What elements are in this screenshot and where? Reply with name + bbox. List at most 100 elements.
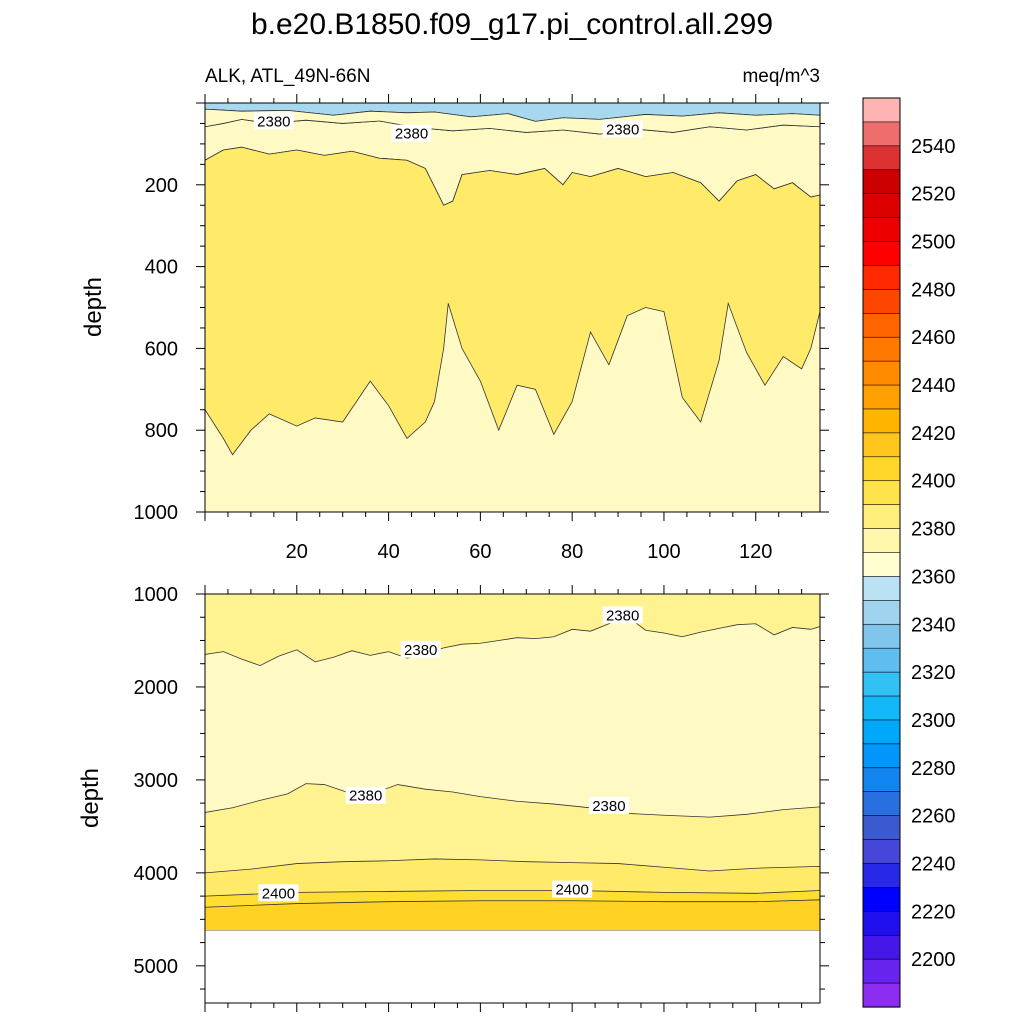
y-tick-label: 400 [145,257,178,279]
colorbar-swatch [862,623,901,649]
contour-label-bg [345,786,386,804]
colorbar-swatch [862,528,901,554]
y-tick-label: 1000 [134,502,179,524]
colorbar-swatch [862,480,901,506]
contour-label: 2400 [555,882,588,899]
contour-label: 2380 [349,788,382,805]
chart-subtitle-left: ALK, ATL_49N-66N [205,66,370,87]
chart-subtitle-right: meq/m^3 [742,66,820,87]
colorbar-swatch [862,767,901,793]
contour-label-bg [391,124,432,142]
colorbar-swatch [862,911,901,936]
y-tick-label: 200 [145,175,178,197]
colorbar-swatch [862,121,901,147]
colorbar-label: 2500 [911,232,956,254]
y-tick-label: 5000 [134,956,179,978]
colorbar: 2540 2520 2500 2480 2460 2440 2420 2400 2380 2360… [862,97,956,1008]
band-2390-2400 [205,146,820,456]
colorbar-swatch [862,863,901,888]
y-tick-label: 600 [145,338,178,360]
colorbar-label: 2380 [911,519,956,541]
colorbar-swatch [862,265,901,290]
colorbar-swatch [862,958,901,984]
colorbar-label: 2460 [911,327,956,349]
colorbar-swatch [862,839,901,865]
colorbar-label: 2420 [911,423,956,445]
colorbar-label: 2220 [911,901,956,923]
colorbar-label: 2540 [911,136,956,158]
y-tick-label: 2000 [134,677,179,699]
colorbar-frame [862,97,901,1008]
colorbar-label: 2240 [911,853,956,875]
colorbar-label: 2200 [911,949,956,971]
colorbar-swatch [862,671,901,697]
colorbar-swatch [862,360,901,386]
colorbar-swatch [862,982,901,1008]
colorbar-label: 2480 [911,279,956,301]
colorbar-swatch [862,336,901,362]
contour-label: 2380 [606,607,639,624]
colorbar-label: 2280 [911,758,956,780]
bottom-contour-panel: 2380 2380 2380 2380 2400 2400 1000 2000 3000 4000… [134,584,829,1012]
contour-label: 2380 [592,798,625,815]
x-tick-label: 120 [739,541,772,563]
layer-2420-2430 [205,899,820,931]
colorbar-swatch [862,145,901,171]
colorbar-label: 2520 [911,184,956,206]
top-y-axis-label: depth [80,277,107,337]
bottom-y-axis-label: depth [77,768,104,828]
y-tick-label: 4000 [134,863,179,885]
colorbar-label: 2260 [911,806,956,828]
colorbar-swatch [862,193,901,219]
colorbar-swatch [862,719,901,745]
y-tick-label: 3000 [134,770,179,792]
colorbar-swatch [862,552,901,578]
contour-label-bg [602,120,643,138]
colorbar-label: 2340 [911,614,956,636]
y-tick-label: 800 [145,420,178,442]
colorbar-swatch [862,241,901,267]
x-tick-label: 80 [561,541,583,563]
contour-label-bg [400,640,441,658]
x-tick-label: 40 [377,541,399,563]
colorbar-label: 2440 [911,375,956,397]
contour-label: 2380 [606,122,639,139]
colorbar-swatch [862,97,901,123]
colorbar-swatch [862,169,901,195]
contour-label-bg [588,796,629,814]
colorbar-swatch [862,456,901,482]
colorbar-swatch [862,408,901,434]
x-tick-label: 60 [469,541,491,563]
colorbar-swatch [862,647,901,673]
colorbar-swatch [862,934,901,960]
contour-label-bg [552,880,593,898]
colorbar-swatch [862,432,901,458]
colorbar-swatch [862,600,901,625]
colorbar-swatch [862,815,901,841]
x-tick-label: 20 [286,541,308,563]
y-tick-label: 1000 [134,584,179,606]
contour-label: 2380 [395,126,428,143]
band-2370-2380 [205,108,820,135]
contour-label-bg [258,884,299,902]
top-contour-panel: 2380 2380 2380 20 40 60 80 100 120 200 400 600 800 10… [134,94,829,563]
colorbar-swatch [862,576,901,601]
colorbar-swatch [862,504,901,530]
colorbar-swatch [862,695,901,721]
contour-label-bg [253,112,294,130]
chart-title: b.e20.B1850.f09_g17.pi_control.all.299 [251,8,773,41]
colorbar-swatch [862,312,901,338]
colorbar-label: 2360 [911,566,956,588]
colorbar-swatch [862,289,901,314]
colorbar-label: 2400 [911,471,956,493]
colorbar-label: 2320 [911,662,956,684]
x-tick-label: 100 [647,541,680,563]
contour-label: 2380 [404,642,437,659]
no-data-region [205,930,820,1003]
plot-frame [204,593,821,1004]
colorbar-swatch [862,743,901,769]
contour-label: 2400 [262,885,295,902]
colorbar-swatch [862,887,901,912]
contour-label: 2380 [257,113,290,130]
colorbar-swatch [862,384,901,410]
